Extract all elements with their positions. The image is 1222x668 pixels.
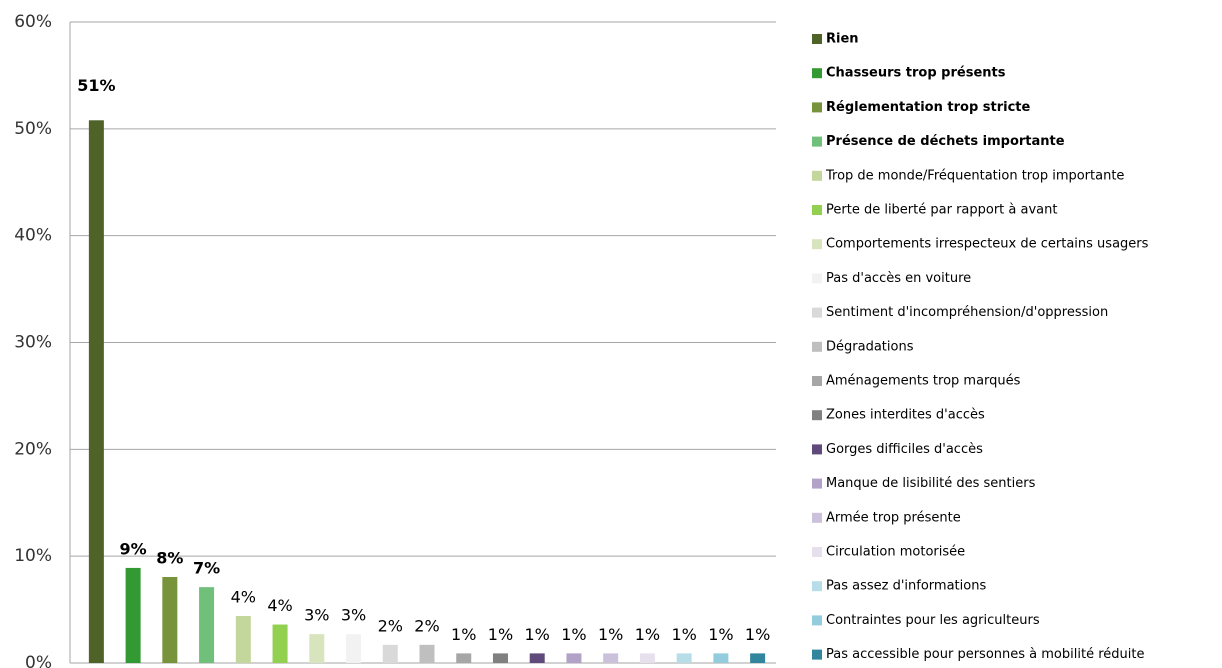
bar: [419, 644, 435, 663]
legend-swatch: [812, 649, 822, 660]
legend-label: Chasseurs trop présents: [826, 66, 1006, 81]
legend-label: Aménagements trop marqués: [826, 374, 1021, 389]
y-tick-label: 0%: [25, 653, 52, 668]
value-label: 2%: [414, 616, 439, 635]
bar: [492, 653, 508, 663]
value-label: 1%: [451, 625, 476, 644]
legend-label: Comportements irrespecteux de certains u…: [826, 237, 1149, 252]
legend-swatch: [812, 547, 822, 557]
bar: [676, 653, 692, 663]
legend-swatch: [812, 512, 822, 523]
legend-label: Pas accessible pour personnes à mobilité…: [826, 647, 1144, 662]
legend-label: Manque de lisibilité des sentiers: [826, 476, 1036, 491]
legend-swatch: [812, 102, 822, 113]
legend-swatch: [812, 376, 822, 386]
legend-swatch: [812, 68, 822, 79]
legend-swatch: [812, 34, 822, 44]
value-label: 1%: [708, 625, 733, 644]
value-label: 51%: [77, 76, 115, 95]
legend-label: Perte de liberté par rapport à avant: [826, 203, 1057, 218]
legend-swatch: [812, 444, 822, 455]
value-label: 9%: [120, 539, 147, 558]
legend-label: Dégradations: [826, 339, 914, 354]
bar: [456, 653, 472, 663]
legend-swatch: [812, 273, 822, 284]
legend-label: Présence de déchets importante: [826, 134, 1065, 149]
legend-label: Armée trop présente: [826, 510, 961, 525]
value-label: 4%: [267, 596, 292, 615]
value-label: 7%: [193, 559, 220, 578]
bar: [639, 653, 655, 663]
legend-swatch: [812, 410, 822, 421]
bar: [750, 653, 766, 663]
legend-label: Pas d'accès en voiture: [826, 271, 971, 286]
bar: [162, 576, 178, 663]
value-label: 1%: [671, 625, 696, 644]
bar: [529, 653, 545, 663]
bar: [566, 653, 582, 663]
legend-label: Réglementation trop stricte: [826, 100, 1031, 115]
value-label: 1%: [598, 625, 623, 644]
legend-label: Pas assez d'informations: [826, 579, 986, 594]
bar: [382, 644, 398, 663]
y-tick-label: 20%: [14, 439, 52, 459]
legend-swatch: [812, 615, 822, 626]
value-label: 4%: [231, 587, 256, 606]
value-label: 1%: [635, 625, 660, 644]
value-label: 3%: [341, 606, 366, 625]
legend-label: Contraintes pour les agriculteurs: [826, 613, 1040, 628]
legend-swatch: [812, 478, 822, 489]
bar: [346, 634, 362, 663]
legend-swatch: [812, 307, 822, 318]
legend-swatch: [812, 581, 822, 592]
value-label: 1%: [525, 625, 550, 644]
legend-label: Sentiment d'incompréhension/d'oppression: [826, 305, 1108, 320]
value-label: 8%: [156, 548, 183, 567]
legend-label: Zones interdites d'accès: [826, 408, 985, 423]
legend-swatch: [812, 341, 822, 352]
value-label: 1%: [488, 625, 513, 644]
value-label: 3%: [304, 606, 329, 625]
bar: [272, 624, 288, 663]
bar: [199, 587, 215, 663]
legend-swatch: [812, 239, 822, 250]
bar: [713, 653, 729, 663]
bar: [309, 634, 325, 663]
bar: [88, 120, 104, 663]
legend-swatch: [812, 205, 822, 215]
value-label: 1%: [745, 625, 770, 644]
legend-swatch: [812, 136, 822, 147]
bar: [603, 653, 619, 663]
value-label: 2%: [378, 616, 403, 635]
y-tick-label: 10%: [14, 546, 52, 566]
y-tick-label: 60%: [14, 12, 52, 32]
bar: [235, 615, 251, 663]
legend-label: Trop de monde/Fréquentation trop importa…: [825, 168, 1124, 183]
y-tick-label: 50%: [14, 119, 52, 139]
value-label: 1%: [561, 625, 586, 644]
y-tick-label: 30%: [14, 333, 52, 353]
legend-label: Rien: [826, 32, 859, 47]
legend-label: Circulation motorisée: [826, 545, 965, 560]
legend-label: Gorges difficiles d'accès: [826, 442, 983, 457]
y-tick-label: 40%: [14, 226, 52, 246]
legend-swatch: [812, 170, 822, 181]
bar: [125, 567, 141, 663]
